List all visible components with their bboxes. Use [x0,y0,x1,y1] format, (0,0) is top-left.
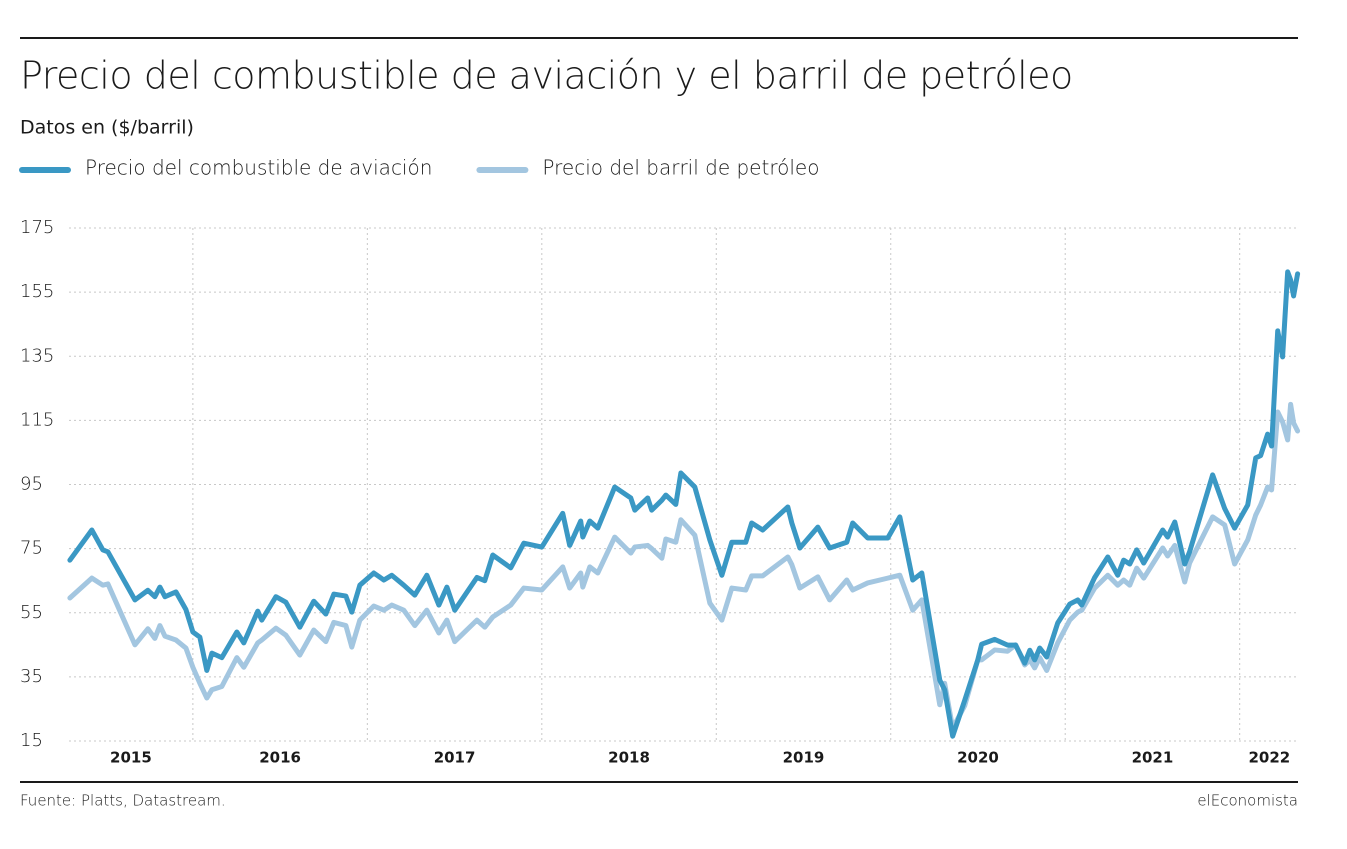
y-tick-label: 35 [20,666,43,687]
legend-label: Precio del combustible de aviación [85,156,432,180]
y-tick-label: 155 [20,281,54,302]
x-tick-label: 2019 [783,749,825,767]
x-tick-label: 2017 [434,749,476,767]
line-series [67,269,1301,739]
x-tick-label: 2018 [608,749,650,767]
legend: Precio del combustible de aviación Precio… [19,156,819,180]
y-tick-label: 55 [20,602,43,623]
x-tick-label: 2020 [957,749,999,767]
line-series [67,401,1301,731]
source: Fuente: Platts, Datastream. [20,792,226,810]
y-tick-label: 15 [20,730,43,751]
y-tick-label: 115 [20,409,54,430]
x-tick-label: 2022 [1248,749,1290,767]
y-tick-label: 95 [20,474,43,495]
chart-subtitle: Datos en ($/barril) [20,117,194,139]
x-tick-label: 2016 [259,749,301,767]
plot-area: 15 35 55 75 95 115 135 155 175 2015 2016 2017 2018 20… [20,217,1301,767]
y-tick-label: 135 [20,345,54,366]
y-tick-label: 175 [20,217,54,238]
legend-label: Precio del barril de petróleo [542,156,819,180]
x-tick-label: 2021 [1132,749,1174,767]
y-tick-label: 75 [20,538,43,559]
chart-title: Precio del combustible de aviación y el … [20,54,1073,98]
x-tick-label: 2015 [110,749,152,767]
publisher: elEconomista [1197,792,1298,810]
